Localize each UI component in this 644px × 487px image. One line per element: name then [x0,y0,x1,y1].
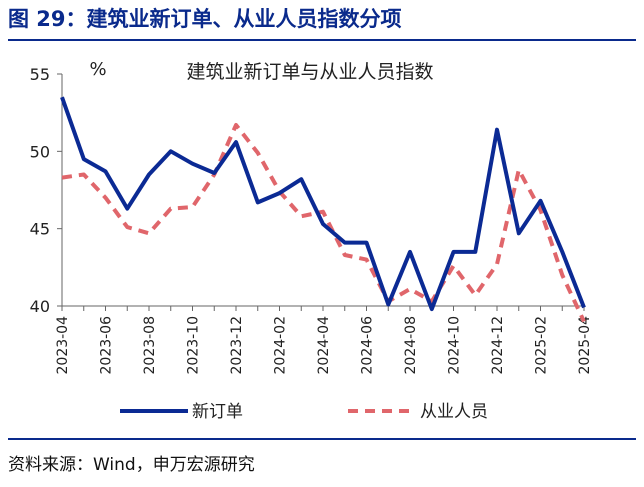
x-tick-label: 2023-08 [142,316,158,375]
legend-label: 新订单 [192,402,243,422]
figure-title: 图 29：建筑业新订单、从业人员指数分项 [8,7,402,31]
x-tick-label: 2023-04 [55,316,71,375]
series-line-new-orders [60,96,586,312]
y-tick-label: 50 [30,142,50,161]
x-tick-label: 2023-10 [186,316,202,375]
y-axis-unit: % [89,59,106,80]
x-tick-label: 2023-06 [99,316,115,375]
x-tick-label: 2024-10 [447,316,463,375]
x-tick-label: 2023-12 [229,316,245,375]
y-tick-label: 40 [30,297,50,316]
axes [57,73,585,311]
series-lines [60,96,586,323]
y-tick-label: 45 [30,220,50,239]
chart-title: 建筑业新订单与从业人员指数 [186,61,433,83]
x-tick-label: 2024-04 [316,316,332,375]
legend: 新订单 从业人员 [120,402,488,422]
legend-label: 从业人员 [420,402,488,422]
x-tick-label: 2024-02 [273,316,289,375]
x-tick-label: 2025-02 [534,316,550,375]
x-tick-label: 2025-04 [577,316,593,375]
x-tick-label: 2024-12 [490,316,506,375]
x-tick-label: 2024-06 [360,316,376,375]
source-note: 资料来源：Wind，申万宏源研究 [8,455,255,475]
title-rule [8,39,636,41]
x-tick-label: 2024-08 [403,316,419,375]
tick-labels: 40 45 50 55 2023-04 2023-06 2023-08 2023-10 2023… [30,65,593,375]
series-line-employment [61,123,586,323]
y-tick-label: 55 [30,65,50,84]
line-chart: 建筑业新订单与从业人员指数 % 40 45 50 55 2023-04 2023-06 20… [30,59,593,422]
source-rule [8,438,636,440]
